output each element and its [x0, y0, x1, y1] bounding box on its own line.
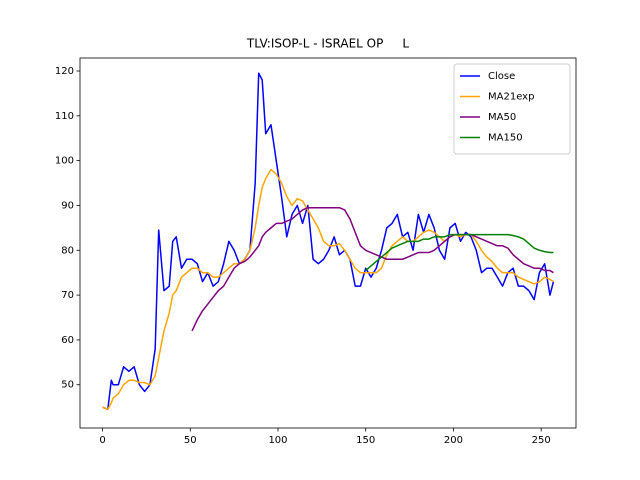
x-tick-label: 0	[99, 435, 105, 446]
x-tick-label: 100	[268, 435, 287, 446]
y-tick-label: 80	[61, 245, 74, 256]
legend-label: MA50	[488, 112, 516, 123]
y-tick-label: 50	[61, 380, 74, 391]
legend-box	[453, 63, 571, 155]
line-series	[102, 168, 554, 411]
y-tick-label: 110	[55, 111, 74, 122]
line-series	[365, 233, 554, 272]
legend-label: Close	[488, 71, 515, 82]
legend-label: MA150	[488, 133, 523, 144]
legend-label: MA21exp	[488, 92, 534, 103]
y-tick-label: 70	[61, 290, 74, 301]
chart-title: TLV:ISOP-L - ISRAEL OP L	[246, 37, 410, 51]
y-tick-label: 120	[55, 66, 74, 77]
line-series	[191, 206, 554, 332]
x-tick-label: 250	[532, 435, 551, 446]
line-series	[102, 72, 555, 411]
y-tick-label: 100	[55, 156, 74, 167]
y-tick-label: 90	[61, 200, 74, 211]
x-tick-label: 150	[356, 435, 375, 446]
x-tick-label: 200	[444, 435, 463, 446]
x-tick-label: 50	[184, 435, 197, 446]
legend: Close MA21exp MA50 MA150	[453, 63, 571, 155]
y-tick-label: 60	[61, 335, 74, 346]
plot-frame	[79, 57, 577, 429]
